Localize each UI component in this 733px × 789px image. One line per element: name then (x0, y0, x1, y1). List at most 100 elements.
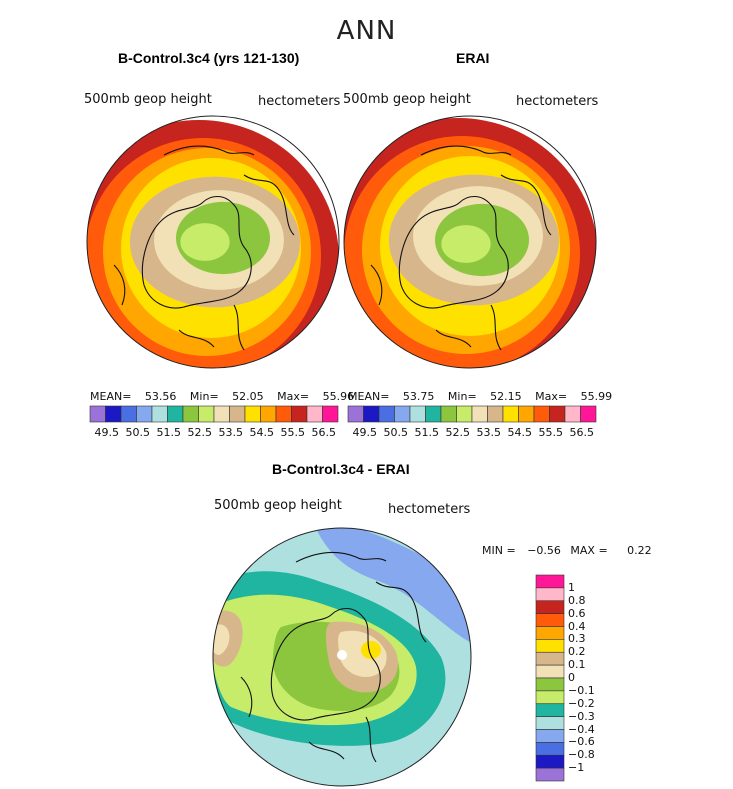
colorbar-tick-label: 51.5 (414, 426, 440, 439)
colorbar-swatch (535, 754, 565, 769)
colorbar-swatch (502, 405, 519, 423)
panel3-colorbar-ticks: 1 0.8 0.6 0.4 0.3 0.2 0.1 0 −0.1 −0.2 −0.3 −0.4 −0.6… (568, 575, 608, 781)
panel1-polar-map (86, 115, 340, 369)
colorbar-tick-label: −0.1 (568, 683, 595, 697)
colorbar-tick-label: 49.5 (94, 426, 120, 439)
colorbar-swatch (363, 405, 380, 423)
colorbar-tick-label: 50.5 (383, 426, 409, 439)
colorbar-swatch (198, 405, 215, 423)
colorbar-tick-label: 0.8 (568, 593, 586, 607)
colorbar-swatch (378, 405, 395, 423)
colorbar-swatch (535, 677, 565, 692)
panel3-polar-map (212, 527, 472, 787)
colorbar-swatch (89, 405, 106, 423)
colorbar-swatch (167, 405, 184, 423)
colorbar-tick-label: −0.2 (568, 696, 595, 710)
panel1-subtitle-left: 500mb geop height (84, 92, 212, 107)
panel3-colorbar (535, 574, 565, 782)
panel3-coastlines (240, 551, 427, 763)
colorbar-swatch (244, 405, 261, 423)
colorbar-swatch (535, 729, 565, 743)
colorbar-tick-label: 54.5 (249, 426, 275, 439)
colorbar-tick-label: 52.5 (445, 426, 471, 439)
colorbar-swatch (533, 405, 550, 423)
colorbar-tick-label: −0.3 (568, 709, 595, 723)
colorbar-swatch (409, 405, 426, 423)
colorbar-swatch (291, 405, 308, 423)
colorbar-swatch (151, 405, 168, 423)
colorbar-tick-label: 56.5 (569, 426, 595, 439)
panel1-max-label: Max= (277, 390, 310, 403)
colorbar-swatch (535, 587, 565, 602)
panel2-subtitle-right: hectometers (516, 94, 599, 109)
colorbar-swatch (260, 405, 277, 423)
colorbar-tick-label: −1 (568, 761, 585, 775)
colorbar-tick-label: 0.3 (568, 632, 586, 646)
colorbar-tick-label: 50.5 (125, 426, 151, 439)
colorbar-tick-label: 49.5 (352, 426, 378, 439)
colorbar-swatch (535, 767, 565, 782)
colorbar-tick-label: 0.6 (568, 606, 586, 620)
colorbar-tick-label: 53.5 (218, 426, 244, 439)
panel2-zones (344, 118, 596, 368)
colorbar-swatch (306, 405, 323, 423)
colorbar-tick-label: 0.2 (568, 645, 586, 659)
panel3-min-label: MIN = (482, 544, 516, 557)
colorbar-tick-label: −0.6 (568, 735, 595, 749)
colorbar-swatch (347, 405, 364, 423)
panel1-min-label: Min= (189, 390, 219, 403)
colorbar-swatch (136, 405, 153, 423)
panel3-subtitle-left: 500mb geop height (214, 498, 342, 513)
colorbar-swatch (105, 405, 122, 423)
panel3-title: B-Control.3c4 - ERAI (272, 461, 410, 477)
zone-7 (180, 223, 230, 261)
colorbar-tick-label: −0.8 (568, 748, 595, 762)
colorbar-swatch (322, 405, 339, 423)
colorbar-swatch (182, 405, 199, 423)
colorbar-swatch (580, 405, 597, 423)
panel3-subtitle-right: hectometers (388, 502, 471, 517)
panel2-coastlines (370, 145, 552, 351)
colorbar-swatch (535, 690, 565, 705)
panel1-zones (87, 120, 339, 368)
colorbar-tick-label: 56.5 (311, 426, 337, 439)
colorbar-tick-label: 1 (568, 580, 575, 594)
panel1-mean-label: MEAN= (90, 390, 132, 403)
colorbar-swatch (564, 405, 581, 423)
colorbar-swatch (535, 703, 565, 717)
main-title: ANN (336, 16, 397, 46)
colorbar-swatch (535, 742, 565, 756)
colorbar-swatch (535, 664, 565, 679)
panel1-max-value: 55.96 (322, 390, 355, 403)
colorbar-swatch (518, 405, 535, 423)
colorbar-tick-label: 0.1 (568, 658, 586, 672)
colorbar-swatch (394, 405, 411, 423)
panel3-zones (213, 528, 471, 786)
colorbar-swatch (535, 639, 565, 653)
panel2-title: ERAI (456, 50, 490, 66)
panel2-colorbar-ticks: 49.5 50.5 51.5 52.5 53.5 54.5 55.5 56.5 (348, 426, 596, 440)
colorbar-swatch (456, 405, 473, 423)
colorbar-swatch (535, 613, 565, 627)
panel2-colorbar (347, 405, 597, 423)
panel2-min-value: 52.15 (490, 390, 522, 403)
panel1-coastlines (113, 145, 295, 351)
panel2-min-label: Min= (447, 390, 477, 403)
colorbar-tick-label: 51.5 (156, 426, 182, 439)
colorbar-swatch (535, 574, 565, 589)
colorbar-swatch (440, 405, 457, 423)
panel2-max-label: Max= (535, 390, 568, 403)
colorbar-tick-label: 0.4 (568, 619, 586, 633)
colorbar-swatch (471, 405, 488, 423)
colorbar-tick-label: 55.5 (280, 426, 306, 439)
panel3-min-value: −0.56 (527, 544, 561, 557)
colorbar-swatch (535, 600, 565, 614)
colorbar-tick-label: 55.5 (538, 426, 564, 439)
panel3-max-value: 0.22 (627, 544, 652, 557)
panel1-colorbar-ticks: 49.5 50.5 51.5 52.5 53.5 54.5 55.5 56.5 (90, 426, 338, 440)
panel1-title: B-Control.3c4 (yrs 121-130) (118, 50, 300, 66)
colorbar-tick-label: 52.5 (187, 426, 213, 439)
zone-7 (441, 225, 491, 263)
panel1-subtitle-right: hectometers (258, 94, 341, 109)
colorbar-swatch (487, 405, 504, 423)
